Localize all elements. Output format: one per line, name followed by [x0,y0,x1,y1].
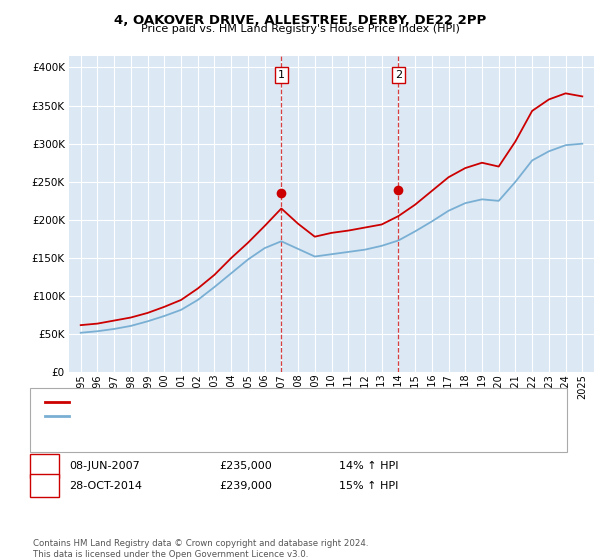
Text: HPI: Average price, detached house, City of Derby: HPI: Average price, detached house, City… [75,410,325,421]
Text: Contains HM Land Registry data © Crown copyright and database right 2024.
This d: Contains HM Land Registry data © Crown c… [33,539,368,559]
Text: £239,000: £239,000 [219,480,272,491]
Text: £235,000: £235,000 [219,461,272,471]
Text: 28-OCT-2014: 28-OCT-2014 [69,480,142,491]
Text: 08-JUN-2007: 08-JUN-2007 [69,461,140,471]
Text: 14% ↑ HPI: 14% ↑ HPI [339,461,398,471]
Text: 1: 1 [41,459,48,473]
Text: 4, OAKOVER DRIVE, ALLESTREE, DERBY, DE22 2PP: 4, OAKOVER DRIVE, ALLESTREE, DERBY, DE22… [114,14,486,27]
Text: Price paid vs. HM Land Registry's House Price Index (HPI): Price paid vs. HM Land Registry's House … [140,24,460,34]
Text: 15% ↑ HPI: 15% ↑ HPI [339,480,398,491]
Text: 2: 2 [41,479,48,492]
Text: 1: 1 [278,70,285,80]
Text: 4, OAKOVER DRIVE, ALLESTREE, DERBY, DE22 2PP (detached house): 4, OAKOVER DRIVE, ALLESTREE, DERBY, DE22… [75,397,416,407]
Text: 2: 2 [395,70,402,80]
